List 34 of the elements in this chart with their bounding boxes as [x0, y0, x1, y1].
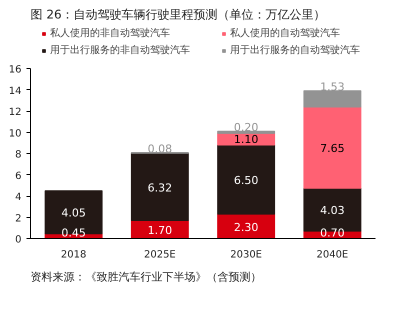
text: 资料来源：《致胜汽车行业下半场》（含预测） — [30, 270, 262, 284]
data-label: 7.65 — [320, 142, 345, 156]
x-tick-label: 2040E — [316, 250, 348, 260]
bar — [217, 130, 276, 134]
data-label: 0.20 — [234, 121, 258, 134]
data-label: 6.32 — [148, 181, 172, 194]
bar — [130, 152, 189, 221]
y-tick-label: 4 — [15, 192, 22, 203]
y-tick-label: 6 — [15, 170, 22, 182]
y-tick-label: 10 — [8, 128, 22, 140]
y-tick-label: 0 — [15, 234, 22, 246]
x-tick-label: 2030E — [230, 250, 262, 260]
y-tick-label: 2 — [15, 213, 22, 224]
data-label: 4.05 — [61, 206, 86, 220]
x-tick-label: 2025E — [144, 250, 176, 260]
data-label: 6.50 — [234, 174, 258, 188]
data-label: 4.03 — [320, 204, 345, 218]
data-label: 1.70 — [148, 224, 172, 237]
y-tick-label: 12 — [8, 107, 22, 118]
data-label: 1.53 — [320, 80, 345, 94]
legend-label: 私人使用的非自动驾驶汽车 — [50, 26, 171, 40]
x-tick-label: 2018 — [60, 250, 86, 260]
bar — [303, 90, 362, 108]
legend-label: 私人使用的自动驾驶汽车 — [230, 26, 341, 40]
y-tick-label: 14 — [8, 86, 22, 97]
y-tick-label: 16 — [8, 64, 22, 76]
chart-title: 图 26：自动驾驶车辆行驶里程预测（单位：万亿公里） — [30, 8, 326, 22]
bar — [217, 144, 276, 215]
legend-label: 用于出行服务的自动驾驶汽车 — [230, 44, 361, 57]
bar — [303, 106, 362, 189]
data-label: 2.30 — [234, 220, 258, 234]
y-tick-label: 8 — [15, 150, 22, 160]
legend-label: 用于出行服务的非自动驾驶汽车 — [50, 44, 191, 57]
data-label: 1.10 — [234, 133, 258, 146]
